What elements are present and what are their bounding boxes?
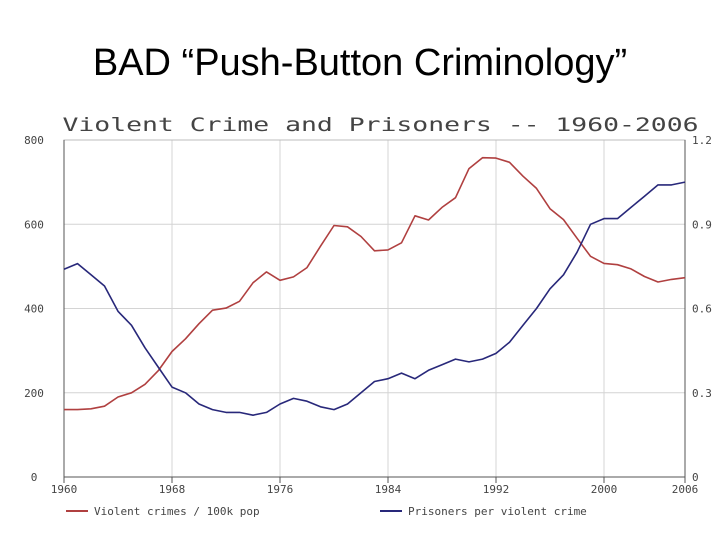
gridlines xyxy=(64,140,685,477)
y-right-tick-label: 0.9 xyxy=(692,218,712,231)
legend-label: Prisoners per violent crime xyxy=(408,505,587,518)
axes: 0 200 400 600 800 0 0.3 0.6 0.9 1.2 1960 1968 1976 19… xyxy=(24,134,712,496)
x-tick-label: 1984 xyxy=(375,483,402,496)
series-lines xyxy=(63,156,686,417)
y-left-tick-label: 0 xyxy=(31,471,38,484)
y-right-tick-label: 0.3 xyxy=(692,387,712,400)
legend: Violent crimes / 100k pop Prisoners per v… xyxy=(66,505,587,518)
y-right-tick-label: 0.6 xyxy=(692,303,712,316)
legend-label: Violent crimes / 100k pop xyxy=(94,505,260,518)
y-right-tick-label: 0 xyxy=(692,471,699,484)
x-tick-label: 1976 xyxy=(267,483,294,496)
chart-title: Violent Crime and Prisoners -- 1960-2006 xyxy=(63,114,699,136)
y-left-tick-label: 800 xyxy=(24,134,44,147)
line-chart: 0 200 400 600 800 0 0.3 0.6 0.9 1.2 1960 1968 1976 19… xyxy=(24,114,712,518)
y-left-tick-label: 400 xyxy=(24,303,44,316)
y-right-tick-label: 1.2 xyxy=(692,134,712,147)
x-tick-label: 2006 xyxy=(672,483,699,496)
x-tick-label: 1968 xyxy=(159,483,186,496)
x-tick-label: 1960 xyxy=(51,483,78,496)
x-tick-label: 2000 xyxy=(591,483,618,496)
series-line-violent-crimes xyxy=(64,156,686,411)
y-left-tick-label: 600 xyxy=(24,218,44,231)
x-tick-label: 1992 xyxy=(483,483,510,496)
slide-title: BAD “Push-Button Criminology” xyxy=(92,42,628,84)
series-line-prisoners-per-crime xyxy=(63,181,686,417)
y-left-tick-label: 200 xyxy=(24,387,44,400)
